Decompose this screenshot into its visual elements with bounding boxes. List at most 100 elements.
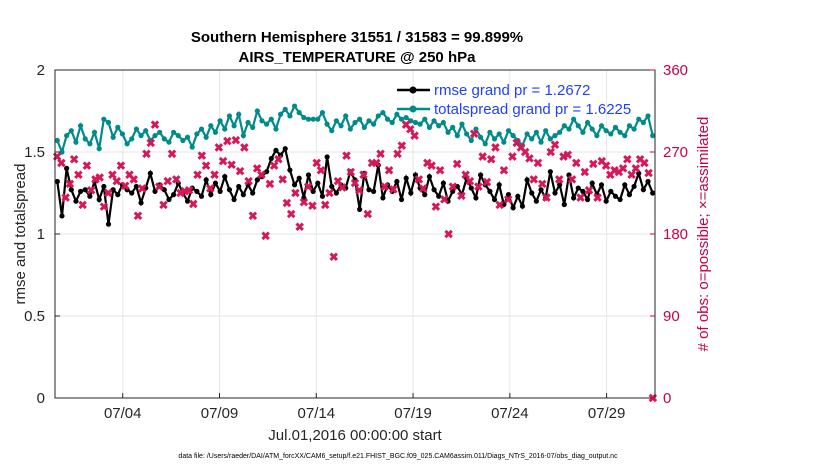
obs-marker: [129, 175, 138, 184]
rmse-point: [510, 205, 516, 211]
spread-point: [105, 119, 112, 126]
x-tick-label: 07/24: [491, 405, 529, 422]
spread-point: [417, 121, 423, 127]
rmse-point: [575, 185, 581, 191]
spread-point: [250, 124, 256, 130]
obs-marker: [159, 200, 168, 210]
spread-point: [645, 113, 651, 119]
spread-point: [529, 136, 535, 142]
obs-marker: [580, 167, 590, 177]
obs-marker: [618, 164, 628, 173]
rmse-point: [403, 175, 409, 181]
series-layer: [52, 103, 658, 403]
obs-marker: [252, 164, 262, 173]
spread-point: [357, 116, 363, 122]
rmse-point: [87, 193, 93, 199]
obs-marker: [427, 161, 436, 170]
spread-point: [54, 137, 60, 144]
obs-marker: [210, 170, 219, 180]
spread-point: [329, 128, 335, 134]
obs-marker: [452, 159, 462, 169]
rmse-point: [305, 172, 312, 178]
y-tick-label-left: 0.5: [24, 308, 45, 325]
obs-marker: [57, 158, 66, 168]
spread-point: [59, 149, 65, 155]
y-tick-label-left: 1.5: [24, 144, 45, 161]
rmse-point: [198, 193, 205, 199]
rmse-point: [222, 174, 228, 180]
rmse-point: [319, 193, 326, 199]
spread-point: [371, 121, 377, 127]
obs-marker: [329, 252, 338, 262]
rmse-point: [398, 196, 405, 203]
spread-point: [338, 123, 344, 129]
rmse-point: [612, 193, 619, 199]
rmse-point: [231, 196, 237, 203]
spread-point: [124, 141, 130, 147]
rmse-point: [273, 147, 279, 153]
spread-point: [622, 133, 628, 139]
rmse-point: [333, 190, 339, 196]
spread-point: [496, 131, 502, 137]
obs-marker: [116, 161, 126, 170]
spread-point: [236, 111, 242, 117]
spread-point: [217, 118, 223, 124]
spread-point: [617, 129, 623, 135]
obs-marker: [546, 147, 556, 157]
obs-marker: [584, 186, 594, 195]
rmse-point: [59, 213, 65, 219]
spread-point: [603, 128, 609, 134]
spread-point: [171, 129, 177, 135]
rmse-point: [240, 192, 246, 198]
spread-point: [431, 118, 437, 124]
obs-marker: [291, 188, 300, 198]
obs-marker: [380, 182, 390, 191]
obs-marker: [74, 170, 83, 180]
obs-marker: [227, 160, 236, 170]
spread-point: [366, 118, 372, 124]
rmse-point: [296, 175, 302, 181]
obs-marker: [69, 155, 79, 164]
obs-marker: [346, 167, 356, 177]
obs-marker: [231, 135, 241, 145]
spread-point: [282, 106, 288, 112]
obs-marker: [112, 176, 121, 186]
rmse-point: [268, 155, 274, 162]
obs-marker: [86, 186, 96, 195]
legend: rmse grand pr = 1.2672 totalspread grand…: [397, 82, 631, 118]
spread-point: [347, 126, 353, 132]
obs-marker: [248, 211, 258, 221]
obs-marker: [601, 161, 611, 170]
spread-point: [612, 124, 619, 130]
spread-point: [119, 131, 126, 137]
rmse-point: [626, 192, 633, 198]
obs-marker: [142, 149, 151, 159]
obs-marker: [567, 175, 577, 184]
obs-marker: [414, 175, 424, 184]
spread-point: [608, 131, 614, 137]
obs-marker: [163, 176, 173, 186]
spread-point: [389, 119, 395, 126]
rmse-point: [226, 187, 233, 193]
spread-point: [464, 131, 470, 137]
spread-point: [324, 121, 330, 127]
spread-point: [445, 129, 451, 135]
rmse-point: [115, 192, 121, 198]
y-tick-label-left: 0: [37, 390, 45, 407]
spread-point: [64, 133, 70, 139]
spread-point: [473, 126, 479, 132]
rmse-point: [496, 182, 502, 188]
rmse-point: [310, 188, 316, 194]
spread-point: [380, 110, 386, 116]
grid: [55, 69, 655, 399]
obs-marker: [146, 138, 156, 148]
spread-point: [631, 126, 637, 132]
spread-point: [277, 111, 284, 117]
spread-point: [194, 131, 200, 137]
spread-point: [115, 124, 121, 130]
rmse-point: [133, 183, 139, 190]
rmse-point: [287, 167, 293, 173]
obs-marker: [61, 193, 70, 202]
rmse-point: [598, 182, 605, 188]
y-tick-label-right: 180: [663, 226, 688, 243]
